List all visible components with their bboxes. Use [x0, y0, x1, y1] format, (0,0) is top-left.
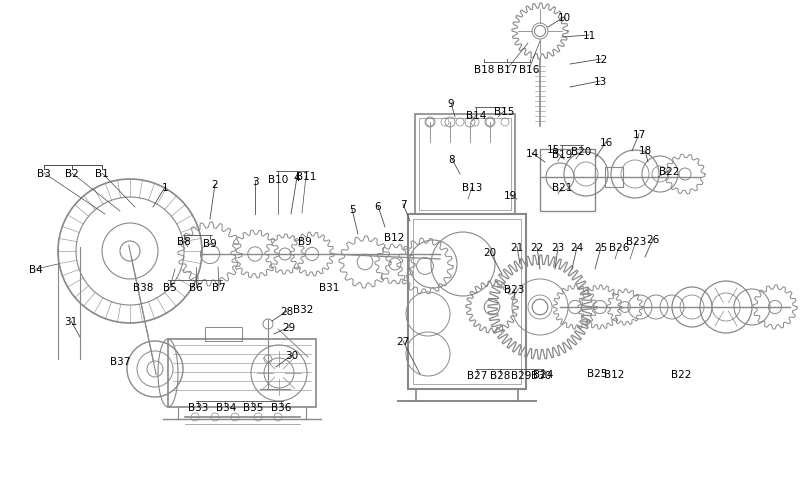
Text: B26: B26 [609, 243, 629, 252]
Text: 16: 16 [599, 138, 613, 148]
Text: 10: 10 [558, 13, 570, 23]
Text: 12: 12 [594, 55, 608, 65]
Text: 2: 2 [212, 180, 218, 190]
Bar [413, 220, 521, 384]
Text: B2: B2 [65, 169, 79, 179]
Text: B30: B30 [531, 370, 551, 380]
Text: 4: 4 [294, 173, 300, 183]
Text: B21: B21 [552, 183, 572, 193]
Text: B23: B23 [504, 285, 524, 294]
Bar [205, 327, 242, 341]
Text: B5: B5 [163, 283, 177, 292]
Bar [168, 339, 316, 407]
Bar [605, 168, 623, 187]
Text: 6: 6 [374, 202, 382, 212]
Text: B22: B22 [659, 167, 679, 177]
Text: B12: B12 [384, 232, 404, 243]
Text: B3: B3 [37, 169, 51, 179]
Text: 28: 28 [280, 306, 294, 316]
Text: B10: B10 [268, 175, 288, 184]
Text: B25: B25 [587, 368, 607, 378]
Text: B27: B27 [467, 370, 487, 380]
Text: 29: 29 [282, 323, 296, 332]
Text: 25: 25 [594, 243, 608, 252]
Text: B6: B6 [189, 283, 203, 292]
Text: 5: 5 [349, 204, 355, 215]
Text: B19: B19 [552, 150, 572, 160]
Text: B1: B1 [95, 169, 109, 179]
Text: B29: B29 [511, 370, 531, 380]
Text: B9: B9 [298, 237, 312, 246]
Text: B31: B31 [319, 283, 339, 292]
Text: B28: B28 [490, 370, 510, 380]
Text: 18: 18 [638, 146, 652, 156]
Text: B16: B16 [519, 65, 539, 75]
Text: B20: B20 [571, 147, 591, 157]
Text: B22: B22 [671, 369, 691, 379]
Text: B35: B35 [243, 402, 263, 412]
Text: 23: 23 [551, 243, 565, 252]
Text: B38: B38 [133, 283, 153, 292]
Text: B23: B23 [626, 237, 646, 246]
Text: B14: B14 [466, 111, 486, 121]
Text: B9: B9 [203, 239, 217, 248]
Text: 14: 14 [526, 149, 538, 159]
Text: B4: B4 [29, 264, 43, 274]
Text: B24: B24 [533, 369, 553, 379]
Text: B15: B15 [494, 107, 514, 117]
Text: 11: 11 [582, 31, 596, 41]
Text: B13: B13 [462, 183, 482, 193]
Text: B32: B32 [293, 305, 313, 314]
Bar [540, 150, 595, 212]
Text: 1: 1 [162, 183, 168, 193]
Text: 20: 20 [483, 247, 497, 258]
Bar [408, 215, 526, 389]
Text: 24: 24 [570, 243, 584, 252]
Text: B17: B17 [497, 65, 517, 75]
Text: 31: 31 [64, 316, 78, 326]
Text: 8: 8 [449, 155, 455, 164]
Text: 27: 27 [396, 336, 410, 346]
Bar [415, 115, 515, 215]
Text: B12: B12 [604, 369, 624, 379]
Text: B37: B37 [110, 356, 130, 366]
Text: B8: B8 [177, 237, 191, 246]
Text: B7: B7 [212, 283, 226, 292]
Text: B11: B11 [296, 172, 316, 182]
Text: 26: 26 [646, 235, 660, 244]
Text: B36: B36 [271, 402, 291, 412]
Text: 19: 19 [503, 191, 517, 201]
Text: B33: B33 [188, 402, 208, 412]
Text: B34: B34 [216, 402, 236, 412]
Text: 3: 3 [252, 177, 258, 186]
Text: 17: 17 [632, 130, 646, 140]
Text: 13: 13 [594, 77, 606, 87]
Bar [419, 119, 511, 210]
Text: 30: 30 [286, 350, 298, 360]
Text: 15: 15 [546, 145, 560, 155]
Text: 7: 7 [400, 200, 406, 209]
Text: 22: 22 [530, 243, 544, 252]
Text: 21: 21 [510, 243, 524, 252]
Text: 9: 9 [448, 99, 454, 109]
Text: B18: B18 [474, 65, 494, 75]
